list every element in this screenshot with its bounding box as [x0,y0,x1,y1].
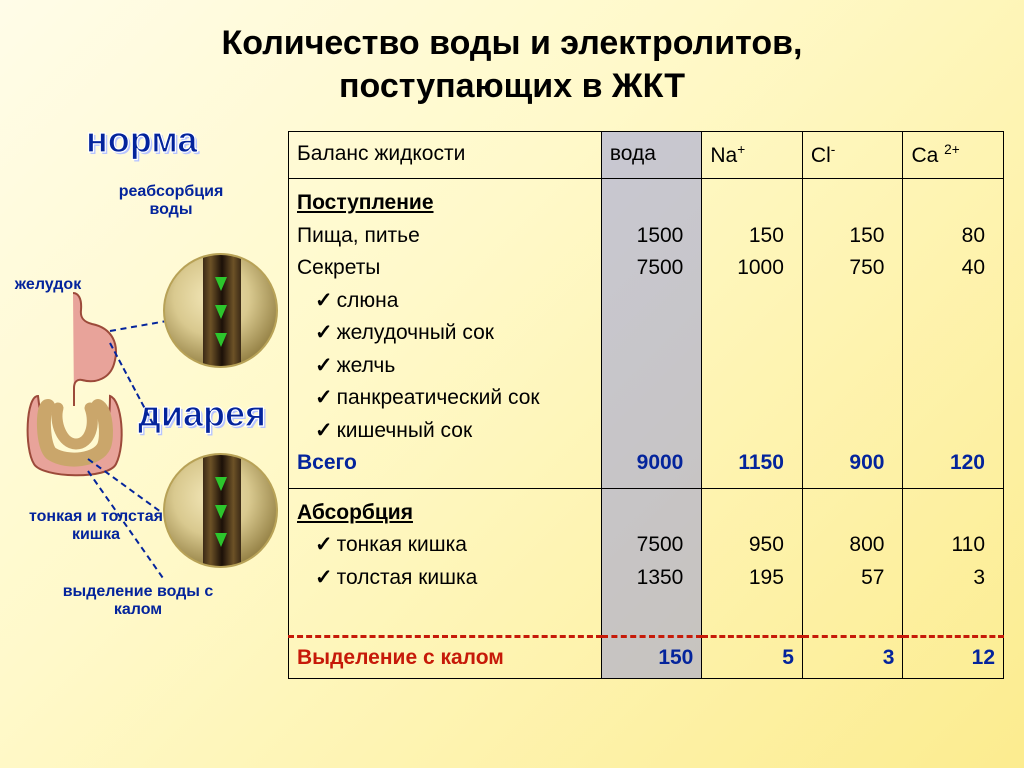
col-na: Na+ [702,132,803,179]
excretion-cl: 3 [802,637,903,679]
absorption-small: тонкая кишка [297,529,593,562]
data-table-wrap: Баланс жидкости вода Na+ Cl- Ca 2+ Посту… [288,113,1004,679]
absorption-cl: 80057 [802,488,903,636]
excretion-row: Выделение с калом 150 5 3 12 [289,637,1004,679]
col-balance: Баланс жидкости [289,132,602,179]
intake-ca: 8040120 [903,179,1004,489]
absorption-block: Абсорбция тонкая кишка толстая кишка 750… [289,488,1004,636]
absorption-water: 75001350 [601,488,702,636]
excretion-ca: 12 [903,637,1004,679]
col-cl: Cl- [802,132,903,179]
intake-item: панкреатический сок [297,382,593,415]
wordart-norma: норма [86,119,197,161]
electrolyte-table: Баланс жидкости вода Na+ Cl- Ca 2+ Посту… [288,131,1004,679]
col-water: вода [601,132,702,179]
intake-na: 15010001150 [702,179,803,489]
content-row: норма реабсорбция воды желудок диарея то… [0,113,1024,679]
title-line2: поступающих в ЖКТ [339,67,685,105]
intake-item: кишечный сок [297,415,593,448]
absorption-ca: 1103 [903,488,1004,636]
intake-header: Поступление [297,191,434,214]
intake-item: желчь [297,350,593,383]
intake-cl: 150750900 [802,179,903,489]
intake-total-label: Всего [297,451,357,474]
inset-diarea [163,453,278,568]
label-excretion: выделение воды с калом [58,583,218,618]
excretion-label: Выделение с калом [289,637,602,679]
absorption-na: 950195 [702,488,803,636]
inset-norma [163,253,278,368]
label-reabsorption: реабсорбция воды [96,183,246,218]
table-header-row: Баланс жидкости вода Na+ Cl- Ca 2+ [289,132,1004,179]
excretion-water: 150 [601,637,702,679]
diagram-column: норма реабсорбция воды желудок диарея то… [8,113,288,679]
absorption-large: толстая кишка [297,562,593,595]
intake-block: Поступление Пища, питье Секреты слюна же… [289,179,1004,489]
slide-title: Количество воды и электролитов, поступаю… [0,0,1024,113]
absorption-header: Абсорбция [297,501,413,524]
gi-diagram [18,248,278,578]
intake-item: слюна [297,285,593,318]
intake-item: желудочный сок [297,317,593,350]
gi-organ-icon [18,288,128,488]
intake-water: 150075009000 [601,179,702,489]
intake-food: Пища, питье [297,224,420,247]
intake-secrets: Секреты [297,256,380,279]
absorption-labels: Абсорбция тонкая кишка толстая кишка [289,488,602,636]
col-ca: Ca 2+ [903,132,1004,179]
excretion-na: 5 [702,637,803,679]
title-line1: Количество воды и электролитов, [222,24,803,62]
intake-labels: Поступление Пища, питье Секреты слюна же… [289,179,602,489]
